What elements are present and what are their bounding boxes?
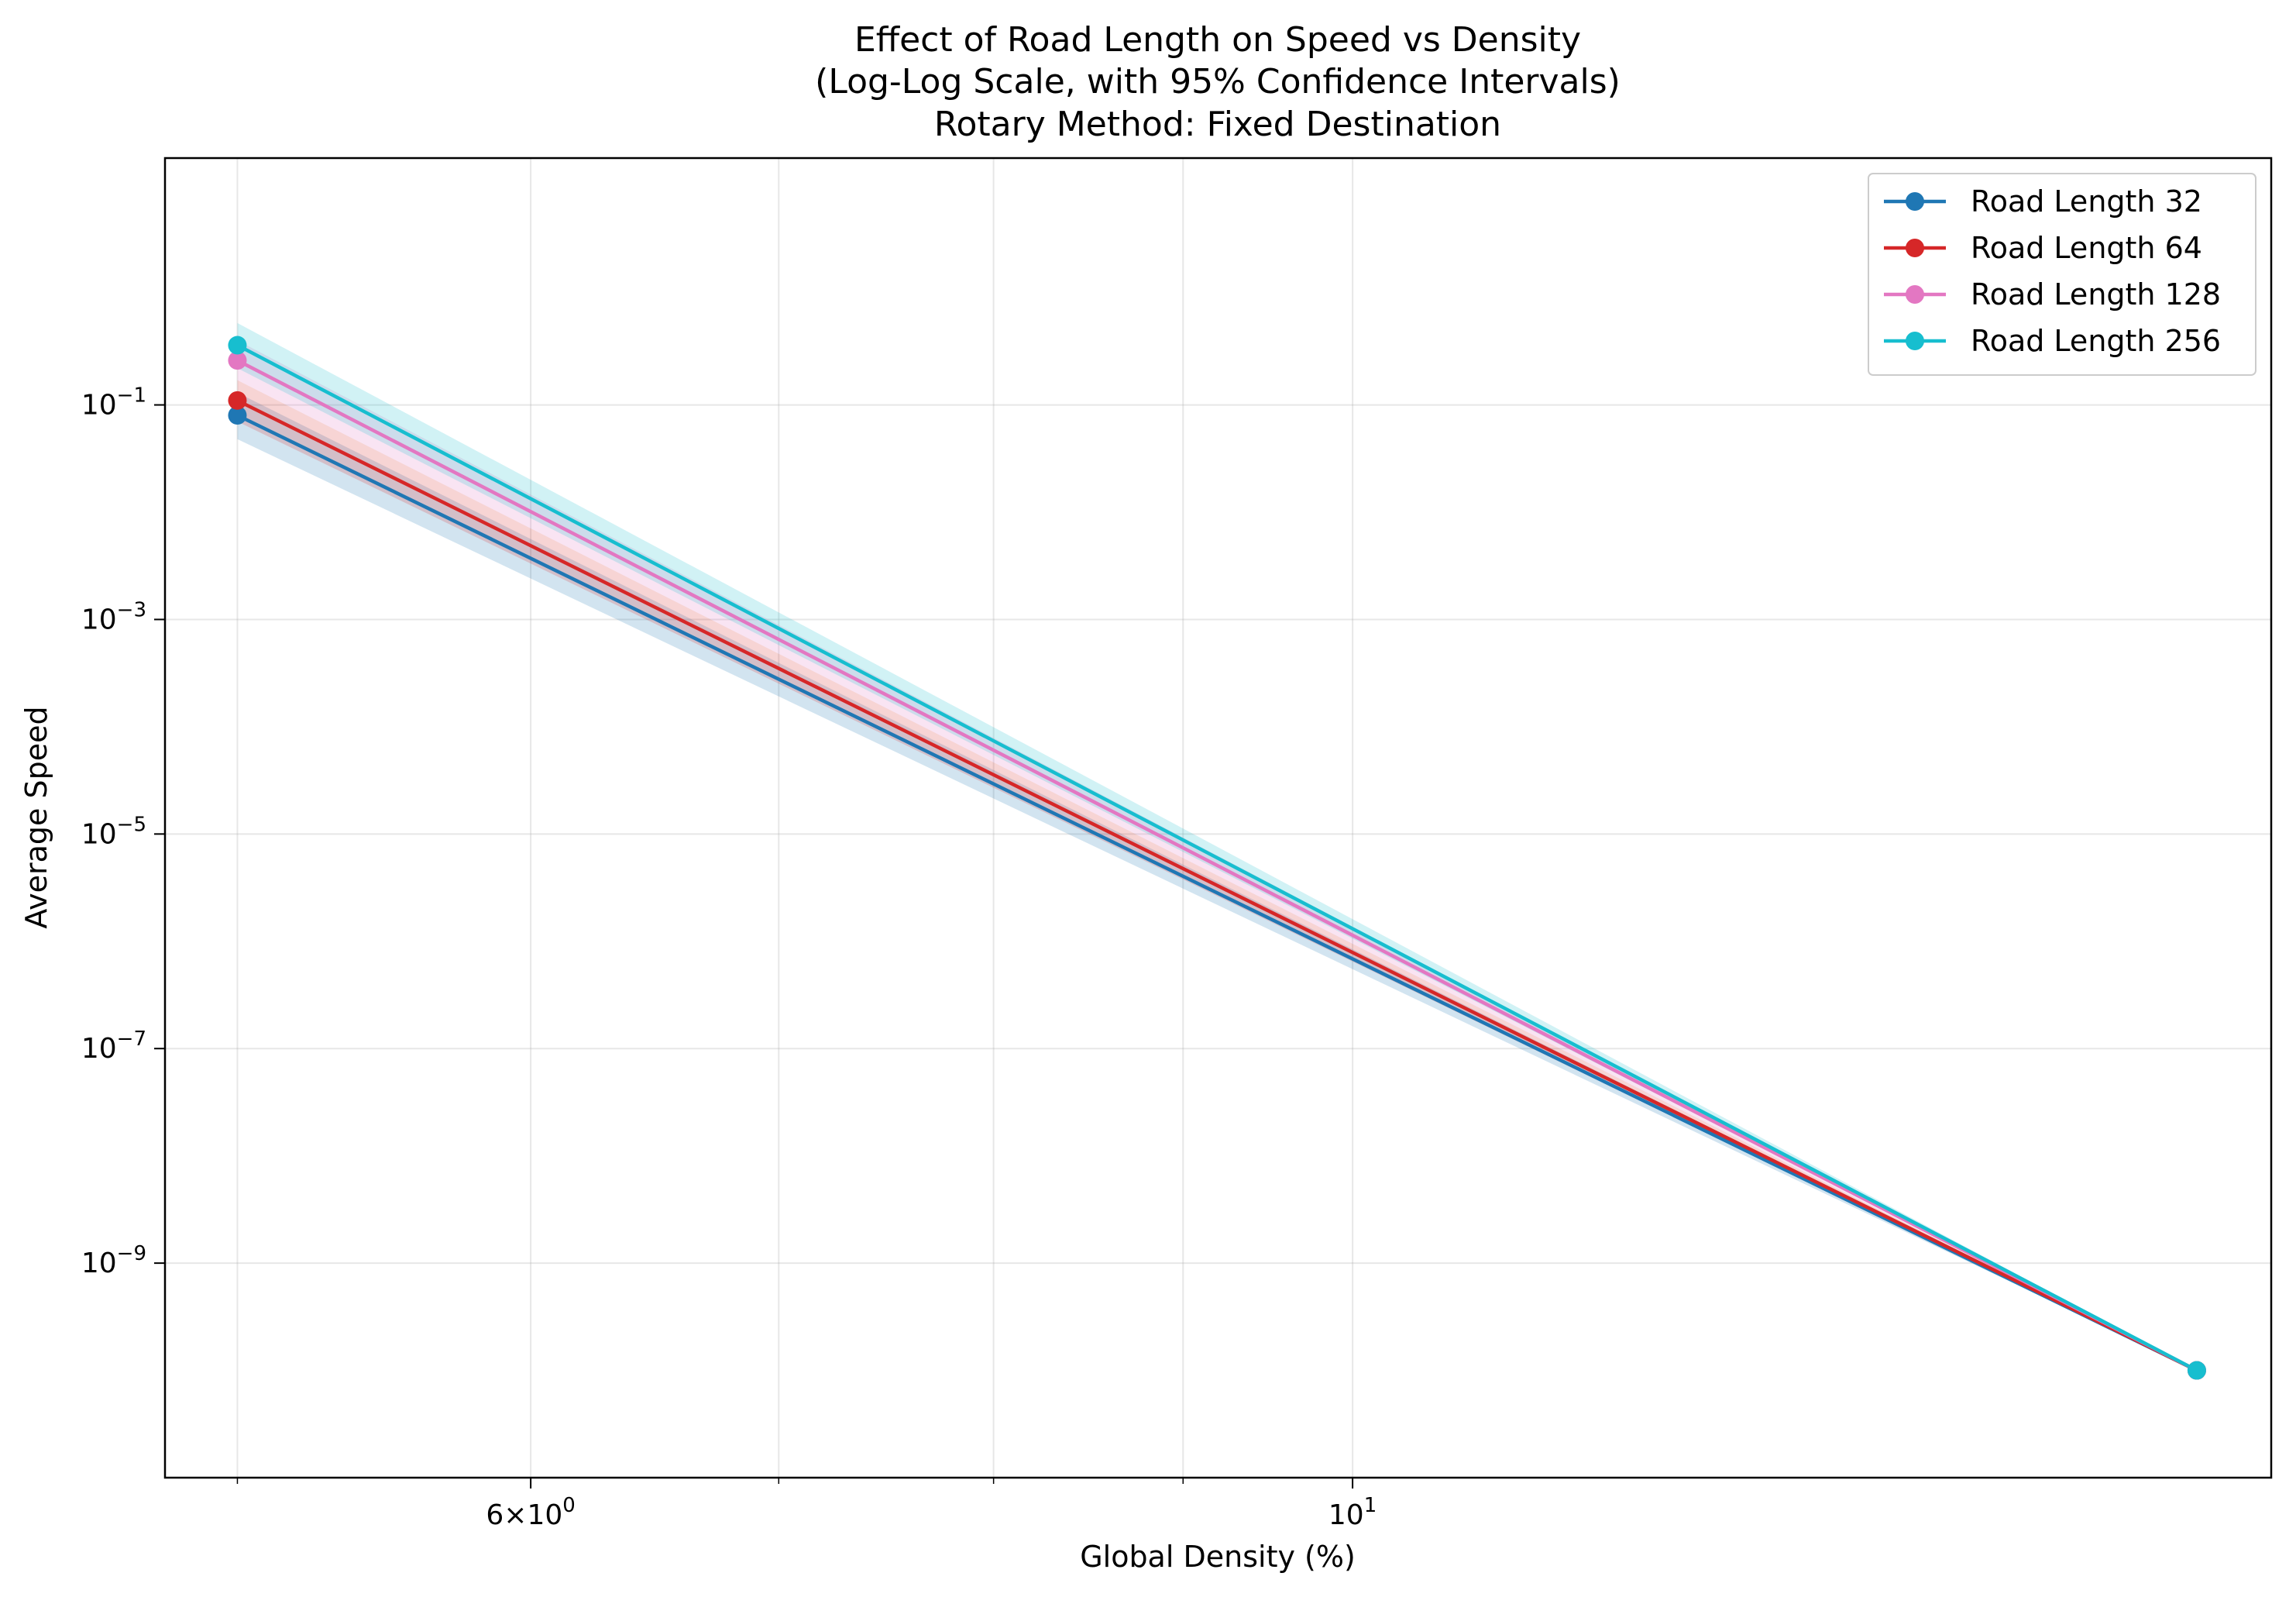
y-tick-label: 10−5 (81, 813, 146, 850)
x-tick-label: 6×100 (486, 1494, 575, 1531)
ci-band-4 (237, 322, 2197, 1371)
y-axis-label: Average Speed (19, 706, 53, 928)
y-tick-label: 10−3 (81, 598, 146, 635)
series-line-3 (236, 359, 2198, 1372)
ci-band-1 (237, 392, 2197, 1371)
legend: Road Length 32 Road Length 64 Road Length … (1868, 173, 2256, 376)
legend-marker-2 (1906, 239, 1924, 257)
data-point-series-4 (228, 336, 247, 355)
chart-title-line-2: (Log-Log Scale, with 95% Confidence Inte… (815, 62, 1621, 102)
series-markers (228, 336, 2206, 1380)
series-line-1 (236, 413, 2198, 1372)
chart-title-line-3: Rotary Method: Fixed Destination (934, 105, 1501, 144)
y-tick-label: 10−7 (81, 1027, 146, 1065)
plot-frame (163, 157, 2273, 1479)
legend-marker-4 (1906, 332, 1924, 350)
legend-label-2: Road Length 64 (1971, 231, 2202, 265)
ci-band-2 (237, 380, 2197, 1371)
legend-label-1: Road Length 32 (1971, 184, 2202, 219)
legend-label-3: Road Length 128 (1971, 277, 2221, 311)
series-line-2 (236, 398, 2198, 1372)
series-line-4 (236, 343, 2198, 1372)
legend-label-4: Road Length 256 (1971, 324, 2221, 358)
series-lines (236, 343, 2198, 1372)
data-point-series-1 (228, 405, 247, 425)
x-axis-label: Global Density (%) (1080, 1540, 1356, 1574)
legend-marker-1 (1906, 192, 1924, 211)
confidence-bands (237, 322, 2197, 1371)
data-point-series-4 (2187, 1361, 2206, 1380)
ci-band-3 (237, 340, 2197, 1371)
x-tick-label: 101 (1328, 1494, 1377, 1531)
y-tick-label: 10−1 (81, 384, 146, 422)
chart-title-line-1: Effect of Road Length on Speed vs Densit… (854, 20, 1581, 60)
data-point-series-3 (228, 351, 247, 370)
legend-marker-3 (1906, 285, 1924, 304)
legend-box (1868, 173, 2256, 376)
grid-lines (165, 158, 2271, 1478)
data-point-series-2 (228, 391, 247, 410)
axis-ticks: 6×100 101 10−1 10−3 10−5 10−7 10−9 (81, 384, 1377, 1531)
y-tick-label: 10−9 (81, 1242, 146, 1279)
